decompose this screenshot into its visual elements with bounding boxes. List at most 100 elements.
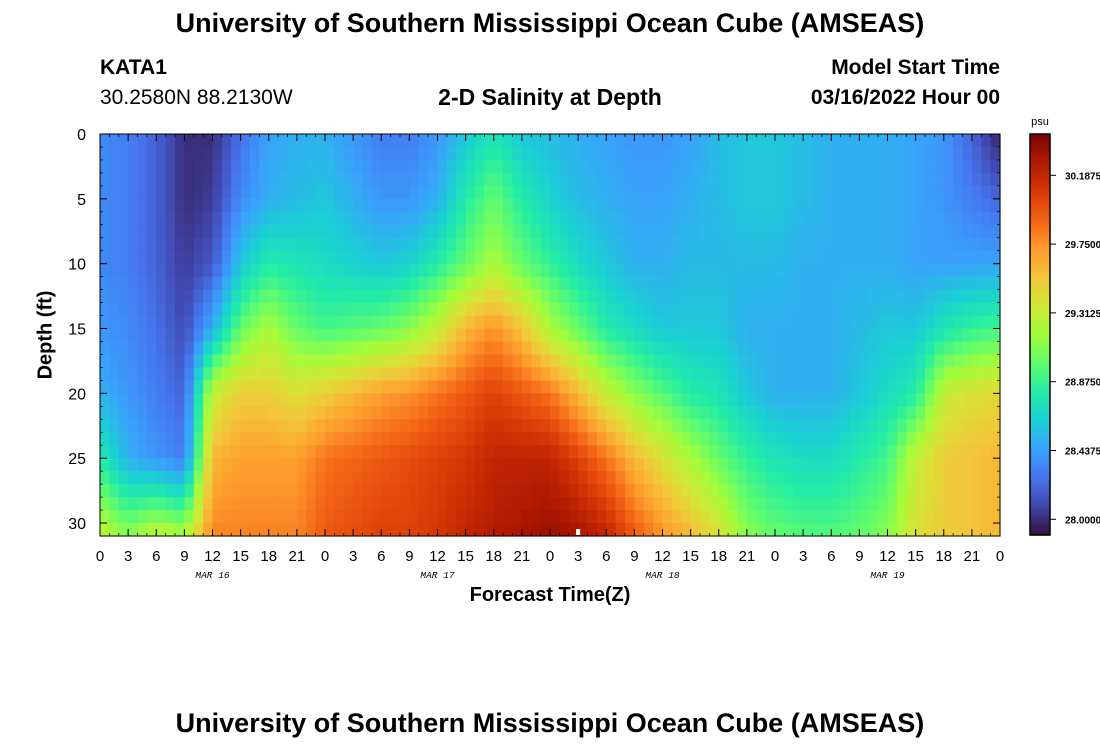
heatmap-cell — [709, 185, 720, 200]
heatmap-cell — [240, 224, 251, 239]
heatmap-cell — [503, 146, 514, 161]
heatmap-cell — [550, 315, 560, 330]
colorbar-swatch — [1030, 180, 1050, 183]
heatmap-cell — [765, 172, 776, 187]
heatmap-cell — [559, 146, 570, 161]
heatmap-cell — [231, 250, 242, 265]
heatmap-cell — [934, 419, 945, 433]
colorbar-swatch — [1030, 156, 1050, 159]
heatmap-cell — [400, 146, 410, 161]
heatmap-cell — [709, 159, 720, 174]
heatmap-cell — [559, 380, 570, 394]
heatmap-cell — [793, 302, 804, 317]
heatmap-cell — [643, 406, 654, 420]
heatmap-cell — [700, 172, 710, 187]
heatmap-cell — [690, 211, 701, 226]
heatmap-cell — [287, 406, 298, 420]
heatmap-cell — [793, 497, 804, 511]
heatmap-cell — [662, 198, 673, 213]
heatmap-cell — [437, 134, 448, 148]
heatmap-cell — [175, 471, 185, 485]
colorbar-swatch — [1030, 142, 1050, 145]
heatmap-cell — [353, 237, 364, 252]
heatmap-cell — [671, 328, 682, 343]
heatmap-cell — [906, 419, 917, 433]
heatmap-cell — [353, 380, 364, 394]
colorbar-swatch — [1030, 440, 1050, 444]
heatmap-cell — [165, 497, 176, 511]
heatmap-cell — [259, 134, 270, 148]
heatmap-cell — [437, 328, 448, 343]
heatmap-cell — [325, 354, 335, 369]
colorbar-swatch — [1030, 412, 1050, 416]
heatmap-cell — [700, 328, 710, 343]
heatmap-cell — [409, 497, 420, 511]
heatmap-cell — [128, 419, 139, 433]
heatmap-cell — [934, 211, 945, 226]
heatmap-cell — [512, 159, 523, 174]
colorbar-swatch — [1030, 504, 1050, 508]
heatmap-cell — [643, 432, 654, 446]
heatmap-cell — [156, 523, 167, 537]
heatmap-cell — [821, 289, 832, 304]
colorbar-swatch — [1030, 236, 1050, 239]
heatmap-cell — [878, 523, 889, 537]
heatmap-cell — [437, 380, 448, 394]
colorbar-swatch — [1030, 160, 1050, 163]
heatmap-cell — [465, 523, 476, 537]
heatmap-cell — [981, 250, 992, 265]
heatmap-cell — [531, 211, 542, 226]
heatmap-cell — [681, 484, 692, 498]
heatmap-cell — [325, 289, 335, 304]
heatmap-cell — [371, 484, 382, 498]
heatmap-cell — [381, 276, 392, 291]
heatmap-cell — [671, 172, 682, 187]
heatmap-cell — [662, 302, 673, 317]
heatmap-cell — [625, 471, 635, 485]
heatmap-cell — [718, 328, 729, 343]
heatmap-cell — [700, 419, 710, 433]
heatmap-cell — [203, 458, 214, 472]
heatmap-cell — [596, 250, 607, 265]
heatmap-cell — [915, 315, 926, 330]
heatmap-cell — [596, 367, 607, 381]
heatmap-cell — [859, 419, 870, 433]
heatmap-cell — [156, 224, 167, 239]
heatmap-cell — [868, 341, 879, 356]
heatmap-cell — [109, 159, 120, 174]
heatmap-cell — [503, 224, 514, 239]
heatmap-cell — [446, 224, 457, 239]
heatmap-cell — [325, 302, 335, 317]
heatmap-cell — [568, 471, 579, 485]
heatmap-cell — [943, 432, 954, 446]
heatmap-cell — [250, 523, 260, 537]
colorbar-swatch — [1030, 372, 1050, 376]
heatmap-cell — [193, 341, 204, 356]
heatmap-cell — [831, 471, 842, 485]
heatmap-cell — [128, 445, 139, 459]
heatmap-cell — [634, 484, 645, 498]
heatmap-cell — [812, 315, 823, 330]
heatmap-cell — [606, 419, 617, 433]
heatmap-cell — [821, 159, 832, 174]
heatmap-cell — [109, 406, 120, 420]
heatmap-cell — [465, 146, 476, 161]
heatmap-cell — [971, 159, 982, 174]
heatmap-cell — [840, 159, 851, 174]
heatmap-cell — [981, 432, 992, 446]
heatmap-cell — [259, 341, 270, 356]
heatmap-cell — [315, 302, 326, 317]
heatmap-cell — [409, 250, 420, 265]
heatmap-cell — [793, 211, 804, 226]
heatmap-cell — [465, 263, 476, 278]
heatmap-cell — [203, 406, 214, 420]
heatmap-cell — [212, 341, 223, 356]
heatmap-cell — [550, 172, 560, 187]
heatmap-cell — [925, 263, 935, 278]
colorbar-swatch — [1030, 314, 1050, 318]
heatmap-cell — [840, 445, 851, 459]
heatmap-cell — [906, 134, 917, 148]
heatmap-cell — [325, 237, 335, 252]
heatmap-cell — [596, 523, 607, 537]
x-tick-label: 18 — [485, 548, 502, 565]
